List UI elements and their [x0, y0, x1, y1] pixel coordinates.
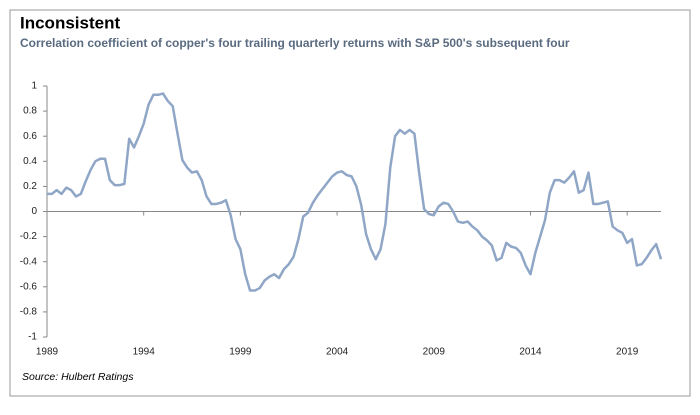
chart-subtitle: Correlation coefficient of copper's four…: [20, 36, 570, 50]
source: Source: Hulbert Ratings: [22, 371, 134, 383]
x-tick-label: 1994: [133, 347, 156, 358]
y-tick-label: -0.6: [20, 281, 38, 292]
x-tick-label: 1999: [229, 347, 252, 358]
frame: [9, 9, 691, 397]
x-tick-label: 2004: [326, 347, 349, 358]
chart-title: Inconsistent: [20, 13, 120, 32]
y-tick-label: 1: [31, 81, 37, 92]
x-tick-label: 1989: [36, 347, 59, 358]
y-tick-label: -0.2: [20, 231, 38, 242]
y-tick-label: -1: [28, 332, 37, 343]
y-tick-label: 0.2: [23, 181, 37, 192]
y-tick-label: -0.8: [20, 307, 38, 318]
y-tick-label: 0.8: [23, 106, 37, 117]
data-line: [47, 92, 663, 292]
y-tick-label: 0: [31, 206, 37, 217]
y-tick-label: 0.6: [23, 131, 37, 142]
x-tick-label: 2019: [616, 347, 639, 358]
x-tick-label: 2009: [423, 347, 446, 358]
y-tick-label: -0.4: [20, 256, 38, 267]
y-tick-label: 0.4: [23, 156, 37, 167]
x-tick-label: 2014: [519, 347, 542, 358]
